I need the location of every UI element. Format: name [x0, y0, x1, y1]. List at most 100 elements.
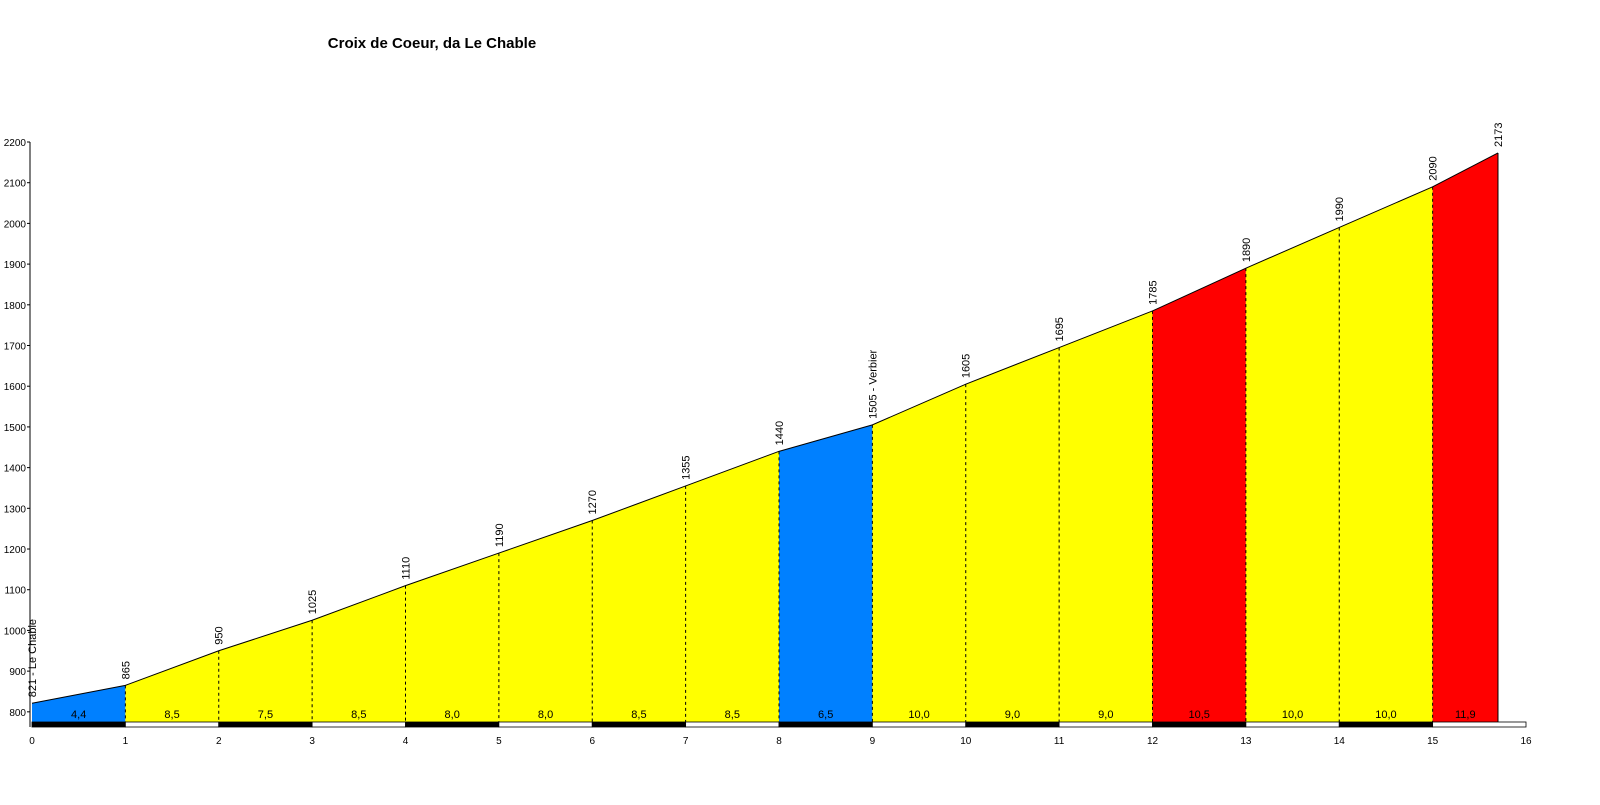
segment-area — [32, 685, 126, 722]
gradient-label: 9,0 — [1005, 709, 1020, 721]
gradient-label: 9,0 — [1098, 709, 1113, 721]
elevation-label: 1025 — [307, 590, 319, 614]
elevation-label: 1990 — [1334, 197, 1346, 221]
elevation-label: 1785 — [1148, 280, 1160, 304]
elevation-label: 1890 — [1241, 238, 1253, 262]
y-tick-label: 1100 — [4, 586, 26, 597]
gradient-label: 8,0 — [445, 709, 460, 721]
x-tick-label: 10 — [960, 736, 972, 747]
elevation-label: 1270 — [587, 490, 599, 514]
km-bar — [1338, 721, 1434, 728]
x-tick-label: 9 — [870, 736, 876, 747]
gradient-label: 11,9 — [1455, 709, 1476, 721]
y-tick-label: 1500 — [4, 423, 27, 434]
segment-area — [498, 520, 593, 722]
segment-area — [872, 384, 966, 722]
gradient-label: 8,5 — [631, 709, 646, 721]
gradient-label: 8,0 — [538, 709, 553, 721]
y-tick-label: 1200 — [4, 545, 27, 556]
x-tick-label: 14 — [1334, 736, 1346, 747]
elevation-label: 1695 — [1054, 317, 1066, 341]
gradient-label: 8,5 — [164, 709, 179, 721]
km-bar — [124, 721, 220, 728]
segment-area — [312, 585, 406, 722]
x-tick-label: 13 — [1240, 736, 1252, 747]
x-tick-label: 2 — [216, 736, 222, 747]
km-bar — [1058, 721, 1153, 728]
elevation-label: 1355 — [681, 455, 693, 479]
elevation-label: 2090 — [1428, 156, 1440, 180]
chart-title: Croix de Coeur, da Le Chable — [328, 35, 536, 52]
km-bar — [1152, 721, 1247, 728]
km-bar — [218, 721, 313, 728]
y-tick-label: 1700 — [4, 342, 27, 353]
gradient-label: 7,5 — [258, 709, 273, 721]
profile-line — [31, 152, 1499, 704]
x-tick-label: 1 — [123, 736, 129, 747]
y-tick-label: 900 — [9, 667, 26, 678]
gradient-label: 8,5 — [351, 709, 366, 721]
segment-area — [1432, 152, 1498, 722]
segment-area — [1059, 310, 1153, 722]
gradient-label: 10,5 — [1188, 709, 1209, 721]
x-tick-label: 5 — [496, 736, 502, 747]
y-tick-label: 2000 — [4, 219, 27, 230]
gradient-label: 10,0 — [908, 709, 929, 721]
elevation-label: 1190 — [494, 523, 506, 547]
km-bar — [498, 721, 593, 728]
km-bar — [871, 721, 967, 728]
y-tick-label: 1400 — [4, 464, 27, 475]
y-tick-label: 1800 — [4, 301, 27, 312]
elevation-label: 1110 — [401, 557, 413, 580]
x-tick-label: 12 — [1147, 736, 1159, 747]
km-bar — [311, 721, 406, 728]
segment-area — [685, 451, 779, 722]
segment-area — [965, 347, 1060, 722]
y-tick-label: 1300 — [4, 504, 27, 515]
y-tick-label: 1600 — [4, 382, 27, 393]
x-tick-label: 6 — [589, 736, 595, 747]
km-bar — [778, 721, 873, 728]
elevation-label: 1440 — [774, 421, 786, 445]
km-bar — [965, 721, 1060, 728]
km-bar — [1245, 721, 1340, 728]
gradient-label: 10,0 — [1375, 709, 1396, 721]
x-tick-label: 0 — [29, 736, 35, 747]
x-tick-label: 16 — [1520, 736, 1532, 747]
segment-area — [779, 424, 873, 722]
x-tick-label: 3 — [309, 736, 315, 747]
elevation-label: 2173 — [1493, 123, 1505, 147]
gradient-label: 4,4 — [71, 709, 86, 721]
x-tick-label: 15 — [1427, 736, 1439, 747]
x-tick-label: 7 — [683, 736, 689, 747]
y-tick-label: 1900 — [4, 260, 27, 271]
y-tick-label: 1000 — [4, 626, 27, 637]
x-tick-label: 11 — [1054, 736, 1065, 747]
segment-area — [1339, 186, 1433, 723]
km-bar — [685, 721, 780, 728]
elevation-label: 865 — [120, 661, 132, 679]
km-bar — [31, 721, 126, 728]
km-bar — [405, 721, 500, 728]
x-tick-label: 4 — [403, 736, 409, 747]
y-tick-label: 2200 — [4, 138, 27, 149]
y-tick-label: 2100 — [4, 179, 27, 190]
gradient-label: 10,0 — [1282, 709, 1303, 721]
segment-area — [1152, 268, 1246, 722]
elevation-label: 1605 — [961, 354, 973, 378]
y-tick-label: 800 — [9, 708, 26, 719]
elevation-label: 1505 - Verbier — [867, 349, 879, 418]
x-tick-label: 8 — [776, 736, 782, 747]
elevation-label: 950 — [214, 626, 226, 644]
gradient-label: 6,5 — [818, 709, 833, 721]
elevation-label: 821 - Le Chable — [27, 619, 39, 697]
segment-area — [218, 620, 313, 722]
segment-area — [592, 485, 686, 722]
km-bar — [1432, 721, 1527, 728]
segment-area — [1245, 227, 1340, 722]
km-bar — [591, 721, 687, 728]
segment-area — [405, 553, 499, 722]
segment-area — [125, 650, 219, 722]
